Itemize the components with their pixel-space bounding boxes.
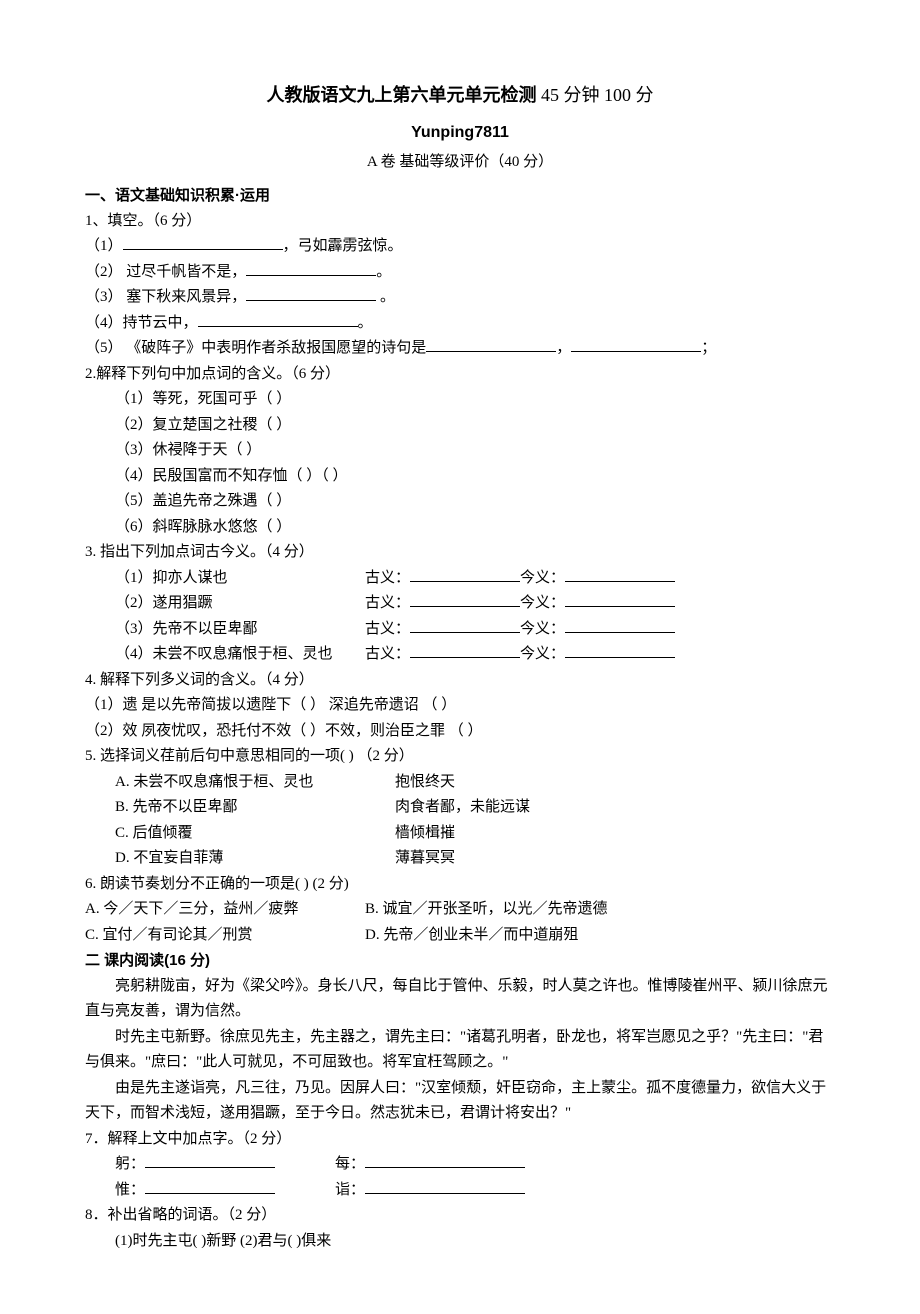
q2-item-2: （2）复立楚国之社稷（ ） (85, 413, 835, 439)
q6-row-1: A. 今／天下／三分，益州／疲弊B. 诚宜／开张圣听，以光／先帝遗德 (85, 897, 835, 923)
q4-stem: 4. 解释下列多义词的含义。（4 分） (85, 668, 835, 694)
q5-stem: 5. 选择词义荏前后句中意思相同的一项( ) （2 分） (85, 744, 835, 770)
q5-opt-d: D. 不宜妄自菲薄薄暮冥冥 (85, 846, 835, 872)
q3-row-4: （4）未尝不叹息痛恨于桓、灵也 古义：今义： (85, 642, 835, 668)
q2-item-4: （4）民殷国富而不知存恤（ ）（ ） (85, 464, 835, 490)
passage-p3: 由是先主遂诣亮，凡三往，乃见。因屏人曰："汉室倾颓，奸臣窃命，主上蒙尘。孤不度德… (85, 1076, 835, 1127)
q6-row-2: C. 宜付／有司论其／刑赏D. 先帝／创业未半／而中道崩殂 (85, 923, 835, 949)
paper-subtitle: A 卷 基础等级评价（40 分） (85, 150, 835, 176)
q5-opt-b: B. 先帝不以臣卑鄙肉食者鄙，未能远谋 (85, 795, 835, 821)
q4-item-1: （1）遗 是以先帝简拔以遗陛下（ ） 深追先帝遗诏 （ ） (85, 693, 835, 719)
q1-item-5: （5） 《破阵子》中表明作者杀敌报国愿望的诗句是，； (85, 336, 835, 362)
q7-stem: 7．解释上文中加点字。（2 分） (85, 1127, 835, 1153)
exam-title-main: 人教版语文九上第六单元单元检测 (267, 85, 537, 105)
passage-p2: 时先主屯新野。徐庶见先主，先主器之，谓先主曰："诸葛孔明者，卧龙也，将军岂愿见之… (85, 1025, 835, 1076)
q6-stem: 6. 朗读节奏划分不正确的一项是( ) (2 分) (85, 872, 835, 898)
author-name: Yunping7811 (85, 119, 835, 146)
q1-stem: 1、填空。（6 分） (85, 209, 835, 235)
section-2-heading: 二 课内阅读(16 分) (85, 948, 835, 974)
q1-item-3: （3） 塞下秋来风景异， 。 (85, 285, 835, 311)
q2-item-5: （5）盖追先帝之殊遇（ ） (85, 489, 835, 515)
q5-opt-a: A. 未尝不叹息痛恨于桓、灵也抱恨终天 (85, 770, 835, 796)
q2-stem: 2.解释下列句中加点词的含义。（6 分） (85, 362, 835, 388)
q3-stem: 3. 指出下列加点词古今义。（4 分） (85, 540, 835, 566)
section-1-heading: 一、语文基础知识积累·运用 (85, 183, 835, 209)
q1-item-2: （2） 过尽千帆皆不是，。 (85, 260, 835, 286)
q3-row-2: （2）遂用猖蹶 古义：今义： (85, 591, 835, 617)
q8-items: (1)时先主屯( )新野 (2)君与( )俱来 (85, 1229, 835, 1255)
q2-item-1: （1）等死，死国可乎（ ） (85, 387, 835, 413)
q2-item-3: （3）休祲降于天（ ） (85, 438, 835, 464)
q3-row-3: （3）先帝不以臣卑鄙 古义：今义： (85, 617, 835, 643)
exam-title-suffix: 45 分钟 100 分 (537, 85, 654, 105)
q2-item-6: （6）斜晖脉脉水悠悠（ ） (85, 515, 835, 541)
q3-row-1: （1）抑亦人谋也 古义：今义： (85, 566, 835, 592)
q7-row-1: 躬：每： (85, 1152, 835, 1178)
q8-stem: 8．补出省略的词语。（2 分） (85, 1203, 835, 1229)
q1-item-4: （4）持节云中，。 (85, 311, 835, 337)
passage-p1: 亮躬耕陇亩，好为《梁父吟》。身长八尺，每自比于管仲、乐毅，时人莫之许也。惟博陵崔… (85, 974, 835, 1025)
q4-item-2: （2）效 夙夜忧叹，恐托付不效（ ）不效，则治臣之罪 （ ） (85, 719, 835, 745)
q7-row-2: 惟：诣： (85, 1178, 835, 1204)
q1-item-1: （1），弓如霹雳弦惊。 (85, 234, 835, 260)
q5-opt-c: C. 后值倾覆樯倾楫摧 (85, 821, 835, 847)
